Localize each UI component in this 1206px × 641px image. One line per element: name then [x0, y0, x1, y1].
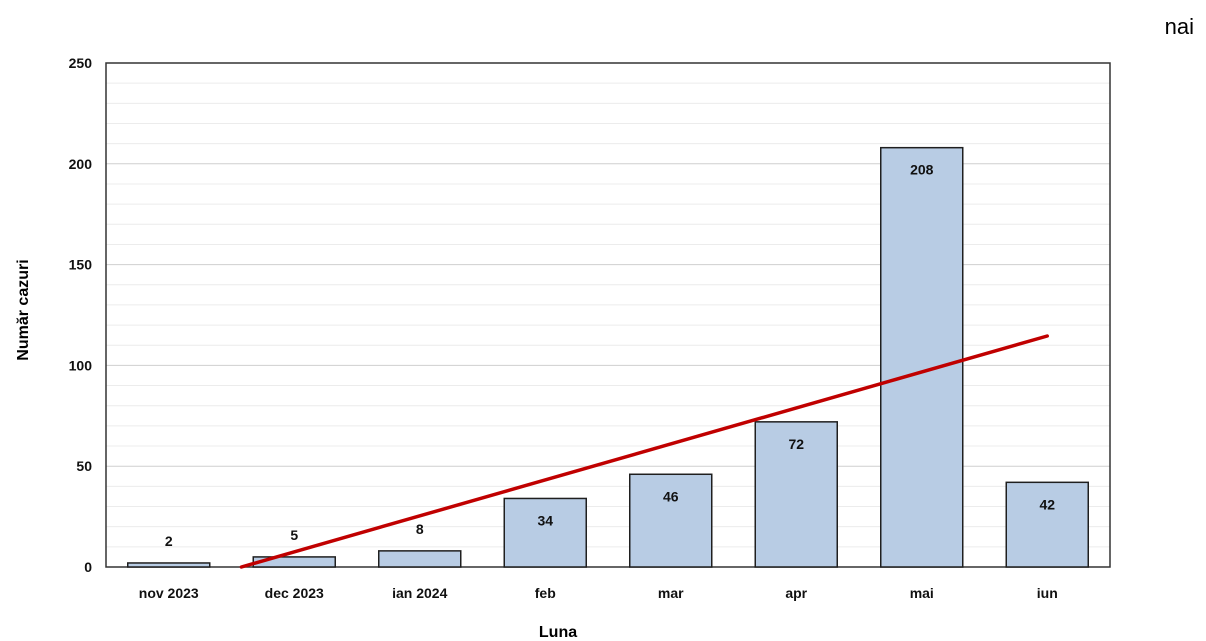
- corner-text: nai: [1164, 14, 1194, 39]
- plot-area: [105, 62, 1111, 568]
- data-label: 72: [788, 436, 804, 452]
- y-axis-ticks: 0 50 100 150 200 250: [69, 55, 93, 575]
- y-axis-title: Număr cazuri: [15, 259, 32, 360]
- x-axis-ticks: nov 2023 dec 2023 ian 2024 feb mar apr mai iun: [139, 585, 1058, 601]
- x-axis-title: Luna: [539, 624, 577, 641]
- x-tick-label: mai: [910, 585, 934, 601]
- data-label: 2: [165, 533, 173, 549]
- data-label: 34: [537, 512, 553, 528]
- x-tick-label: mar: [658, 585, 684, 601]
- y-tick-label: 200: [69, 156, 93, 172]
- y-tick-label: 50: [76, 458, 92, 474]
- data-label: 208: [910, 162, 934, 178]
- x-tick-label: iun: [1037, 585, 1058, 601]
- bar: [127, 562, 211, 568]
- trend-line: [239, 334, 1049, 569]
- bar: [754, 421, 838, 568]
- trendline: [239, 334, 1049, 569]
- x-tick-label: dec 2023: [265, 585, 324, 601]
- x-tick-label: ian 2024: [392, 585, 447, 601]
- x-tick-label: apr: [785, 585, 807, 601]
- bar: [880, 146, 964, 568]
- bar: [629, 473, 713, 568]
- bar: [503, 497, 587, 568]
- data-label: 8: [416, 521, 424, 537]
- x-tick-label: nov 2023: [139, 585, 199, 601]
- y-tick-label: 150: [69, 257, 93, 273]
- bars: [127, 146, 1089, 568]
- y-tick-label: 250: [69, 55, 93, 71]
- bar: [378, 550, 462, 568]
- data-label: 46: [663, 488, 679, 504]
- data-labels: 2 5 8 34 46 72 208 42: [165, 162, 1055, 549]
- data-label: 42: [1039, 496, 1055, 512]
- data-label: 5: [290, 527, 298, 543]
- x-tick-label: feb: [535, 585, 556, 601]
- y-tick-label: 100: [69, 357, 93, 373]
- bar: [1005, 481, 1089, 568]
- y-tick-label: 0: [84, 559, 92, 575]
